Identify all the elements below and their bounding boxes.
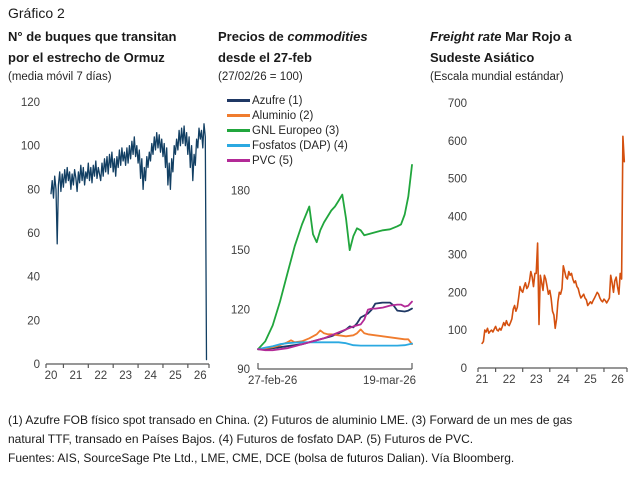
chart-title-text: desde el 27-feb <box>218 49 312 65</box>
chart-title-line: Sudeste Asiático <box>430 48 636 69</box>
y-axis-label: 600 <box>448 136 467 148</box>
legend-item: Azufre (1) <box>227 93 348 108</box>
y-axis-label: 100 <box>448 325 467 337</box>
x-axis-label: 22 <box>503 374 516 386</box>
y-axis-label: 400 <box>448 212 467 224</box>
legend-label: Azufre (1) <box>252 94 303 107</box>
legend-swatch <box>227 129 250 132</box>
legend-item: Aluminio (2) <box>227 108 348 123</box>
chart-title-freight-rate: Freight rate Mar Rojo a Sudeste Asiático <box>430 27 636 69</box>
footnote-line: (1) Azufre FOB físico spot transado en C… <box>8 413 573 427</box>
footnote-line: natural TTF, transado en Países Bajos. (… <box>8 431 474 446</box>
figure-label: Gráfico 2 <box>8 5 65 21</box>
y-axis-label: 0 <box>461 363 467 375</box>
y-axis-label: 60 <box>27 228 40 240</box>
legend-item: PVC (5) <box>227 153 348 168</box>
series-line <box>257 341 413 351</box>
x-axis-label: 25 <box>169 370 182 382</box>
y-axis-label: 40 <box>27 272 40 284</box>
legend-swatch <box>227 159 250 162</box>
series-line <box>257 328 413 351</box>
chart-title-line: por el estrecho de Ormuz <box>8 48 210 69</box>
chart-title-ormuz: N° de buques que transitan por el estrech… <box>8 27 210 69</box>
y-axis-label: 700 <box>448 98 467 110</box>
y-axis-label: 20 <box>27 315 40 327</box>
series-line <box>481 135 626 345</box>
chart-title-text: Freight rate <box>430 29 502 44</box>
panel-freight-rate: Freight rate Mar Rojo a Sudeste Asiático … <box>430 27 636 83</box>
chart-title-text: N° de buques que transitan <box>8 29 177 44</box>
legend-label: PVC (5) <box>252 154 293 167</box>
y-axis-label: 150 <box>231 245 250 257</box>
chart-subtitle-freight-rate: (Escala mundial estándar) <box>430 70 564 83</box>
legend-label: GNL Europeo (3) <box>252 124 340 137</box>
panel-ormuz: N° de buques que transitan por el estrech… <box>8 27 210 83</box>
legend-swatch <box>227 114 250 117</box>
y-axis-label: 80 <box>27 184 40 196</box>
y-axis-label: 120 <box>21 97 40 109</box>
legend-swatch <box>227 99 250 102</box>
y-axis-label: 100 <box>21 141 40 153</box>
legend-label: Aluminio (2) <box>252 109 314 122</box>
x-axis-label: 24 <box>557 374 570 386</box>
freight-rate-chart: 21 22 23 24 25 26 0 100 200 300 400 500 600 700 <box>448 98 628 386</box>
x-axis-label: 21 <box>476 374 489 386</box>
x-axis-label: 19-mar-26 <box>363 375 416 387</box>
x-axis-label: 27-feb-26 <box>248 375 297 387</box>
x-axis-label: 25 <box>584 374 597 386</box>
commodities-chart: 27-feb-26 19-mar-26 90 120 150 180 <box>231 164 416 387</box>
y-axis-label: 200 <box>448 287 467 299</box>
chart-subtitle-commodities: (27/02/26 = 100) <box>218 70 303 83</box>
x-axis-label: 24 <box>144 370 157 382</box>
chart-title-text: Precios de <box>218 29 288 44</box>
chart-title-text: commodities <box>287 29 368 44</box>
chart-title-commodities: Precios de commodities desde el 27-feb <box>218 27 422 69</box>
ormuz-chart: 20 21 22 23 24 25 26 0 20 40 60 80 100 120 <box>21 97 210 382</box>
x-axis-label: 23 <box>530 374 543 386</box>
chart-title-text: Sudeste Asiático <box>430 49 535 65</box>
y-axis-label: 90 <box>237 364 250 376</box>
chart-subtitle-ormuz: (media móvil 7 días) <box>8 70 112 83</box>
y-axis-label: 300 <box>448 249 467 261</box>
x-axis-label: 23 <box>119 370 132 382</box>
chart-title-line: N° de buques que transitan <box>8 27 210 48</box>
x-axis-label: 20 <box>45 370 58 382</box>
series-line <box>257 300 413 352</box>
chart-title-line: Freight rate Mar Rojo a <box>430 27 636 48</box>
legend-swatch <box>227 144 250 147</box>
series-line <box>50 123 208 361</box>
y-axis-label: 0 <box>34 359 40 371</box>
panel-commodities: Precios de commodities desde el 27-feb (2… <box>218 27 422 83</box>
legend-item: GNL Europeo (3) <box>227 123 348 138</box>
chart-title-line: Precios de commodities <box>218 27 422 48</box>
legend-item: Fosfatos (DAP) (4) <box>227 138 348 153</box>
legend-label: Fosfatos (DAP) (4) <box>252 139 348 152</box>
chart-title-text: Mar Rojo a <box>501 29 572 44</box>
footnotes: (1) Azufre FOB físico spot transado en C… <box>8 411 632 468</box>
series-line <box>257 164 413 351</box>
legend: Azufre (1) Aluminio (2) GNL Europeo (3) Fos… <box>227 93 348 168</box>
chart-title-text: por el estrecho de Ormuz <box>8 49 165 65</box>
y-axis-label: 180 <box>231 186 250 198</box>
y-axis-label: 120 <box>231 305 250 317</box>
x-axis-label: 26 <box>611 374 624 386</box>
x-axis-label: 21 <box>69 370 82 382</box>
x-axis-label: 22 <box>94 370 107 382</box>
footnote-line: Fuentes: AIS, SourceSage Pte Ltd., LME, … <box>8 450 515 465</box>
x-axis-label: 26 <box>194 370 207 382</box>
chart-title-line: desde el 27-feb <box>218 48 422 69</box>
y-axis-label: 500 <box>448 174 467 186</box>
